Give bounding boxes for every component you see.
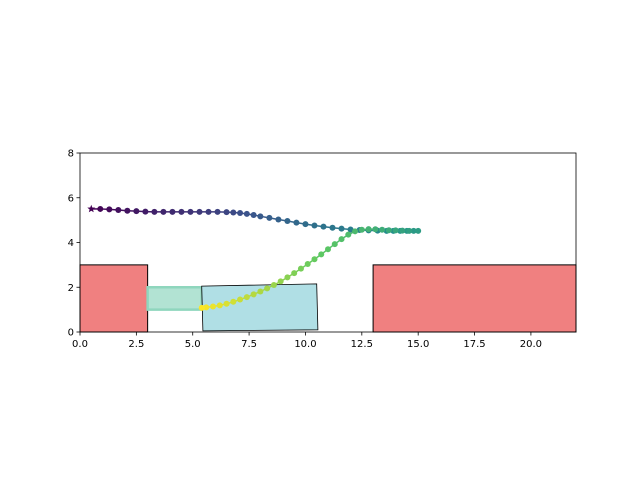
trajectory-point [237,297,243,303]
trajectory-point [352,228,358,234]
x-tick-label: 12.5 [351,339,373,350]
trajectory-point [151,209,157,215]
trajectory-point [330,225,336,231]
trajectory-point [210,303,216,309]
trajectory-point [224,209,230,215]
trajectory-point [379,227,385,233]
y-tick-label: 2 [68,283,74,294]
trajectory-point [393,227,399,233]
trajectory-point [251,291,257,297]
trajectory-point [406,228,412,234]
trajectory-point [415,228,421,234]
trajectory-point [311,256,317,262]
regions-layer [80,265,576,332]
trajectory-point [386,227,392,233]
y-tick-label: 8 [68,149,74,160]
trajectory-point [305,261,311,267]
y-tick-label: 0 [68,328,74,339]
trajectory-point [302,221,308,227]
trajectory-point [97,206,103,212]
trajectory-point [160,209,166,215]
trajectory-point [215,209,221,215]
trajectory-point [124,208,130,214]
trajectory-point [266,215,272,221]
trajectory-point [339,226,345,232]
trajectory-point [298,266,304,272]
obstacle-right [373,265,576,332]
start-star-marker [87,205,95,213]
trajectory-point [237,210,243,216]
x-tick-label: 7.5 [241,339,257,350]
x-tick-label: 2.5 [128,339,144,350]
trajectory-point [187,209,193,215]
trajectory-point [284,218,290,224]
trajectory-point [332,241,338,247]
green-zone [148,287,202,309]
trajectory-point [293,220,299,226]
trajectory-point [251,212,257,218]
trajectory-point [291,270,297,276]
trajectory-point [399,228,405,234]
trajectory-point [278,278,284,284]
trajectory-point [311,222,317,228]
trajectory-point [372,226,378,232]
trajectory-point [339,236,345,242]
trajectory-point [169,209,175,215]
x-tick-label: 10.0 [294,339,316,350]
trajectory-point [366,226,372,232]
trajectory-point [359,227,365,233]
trajectory-point [178,209,184,215]
x-tick-label: 5.0 [185,339,201,350]
trajectory-point [217,302,223,308]
x-tick-label: 15.0 [407,339,429,350]
trajectory-point [199,305,205,311]
trajectory-point [275,216,281,222]
trajectory-point [142,209,148,215]
trajectory-point [206,209,212,215]
y-tick-label: 4 [68,238,74,249]
trajectory-point [230,210,236,216]
trajectory-point [318,251,324,257]
trajectory-point [325,246,331,252]
trajectory-point [320,224,326,230]
obstacle-left [80,265,148,332]
trajectory-point [133,208,139,214]
trajectory-point [257,213,263,219]
trajectory-point [244,294,250,300]
trajectory-point [345,232,351,238]
trajectory-point [284,274,290,280]
y-tick-label: 6 [68,193,74,204]
trajectory-point [106,206,112,212]
trajectory-point [115,207,121,213]
x-tick-label: 0.0 [72,339,88,350]
trajectory-point [257,289,263,295]
trajectory-point [224,301,230,307]
trajectory-point [196,209,202,215]
trajectory-point [271,282,277,288]
trajectory-point [244,211,250,217]
x-tick-label: 17.5 [463,339,485,350]
x-tick-label: 20.0 [520,339,542,350]
trajectory-point [230,299,236,305]
trajectory-point [264,285,270,291]
